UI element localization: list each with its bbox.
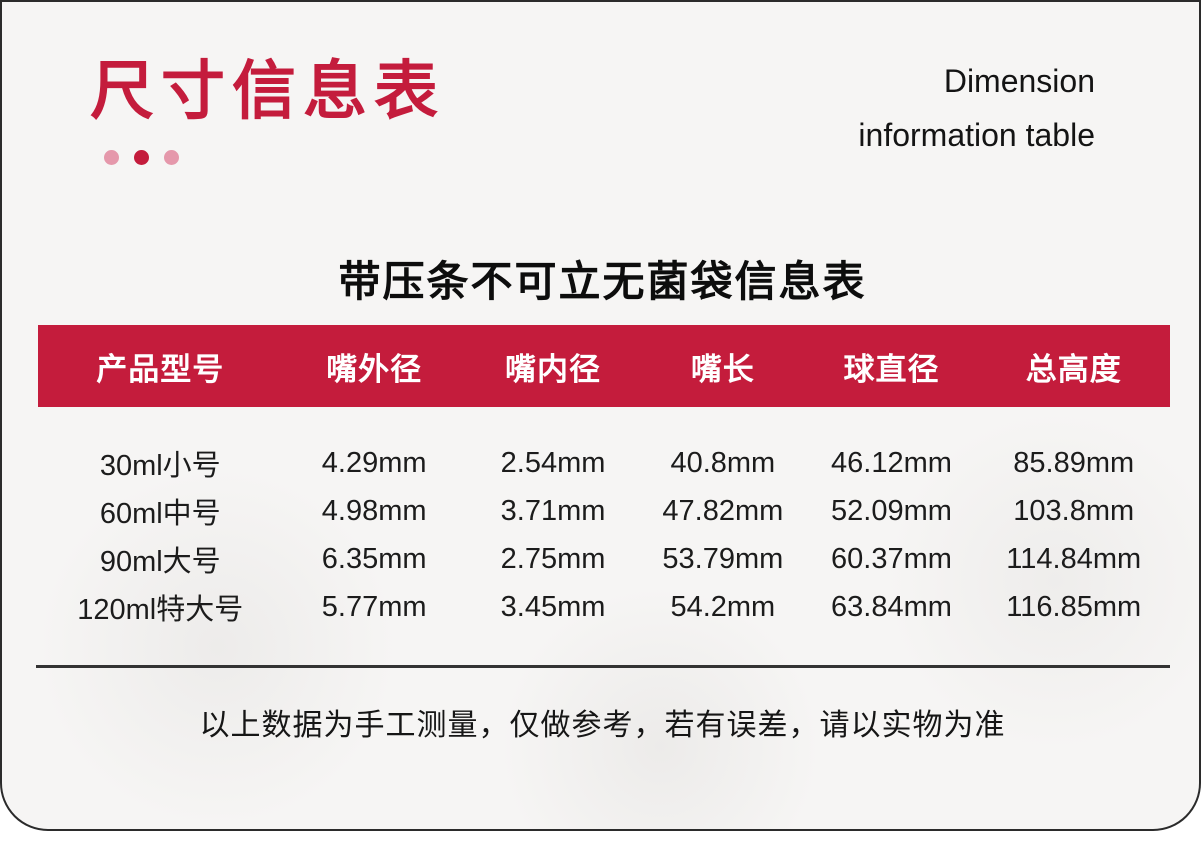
page-subtitle: Dimension information table: [858, 54, 1095, 162]
accent-dot-icon: [104, 150, 119, 165]
footer-divider: [36, 665, 1170, 668]
footer-disclaimer: 以上数据为手工测量，仅做参考，若有误差，请以实物为准: [199, 709, 1006, 742]
cell-mouth-length: 53.79mm: [662, 542, 784, 575]
subtitle-line-2: information table: [858, 117, 1095, 153]
cell-ball-diameter: 63.84mm: [831, 590, 952, 623]
cell-ball-diameter: 52.09mm: [831, 494, 952, 527]
table-header-row: 产品型号 嘴外径 嘴内径 嘴长 球直径 总高度: [38, 325, 1170, 407]
cell-mouth-inner-diameter: 3.71mm: [500, 494, 606, 527]
table-body: 30ml小号 4.29mm 2.54mm 40.8mm 46.12mm 85.8…: [38, 407, 1170, 631]
column-header-mouth-length: 嘴长: [690, 351, 755, 387]
table-row: 30ml小号 4.29mm 2.54mm 40.8mm 46.12mm 85.8…: [38, 439, 1170, 487]
column-header-mouth-outer-diameter: 嘴外径: [326, 351, 423, 387]
cell-mouth-outer-diameter: 4.98mm: [321, 494, 427, 527]
accent-dot-icon: [164, 150, 179, 165]
table-row: 60ml中号 4.98mm 3.71mm 47.82mm 52.09mm 103…: [38, 487, 1170, 535]
cell-product-model: 60ml中号: [99, 498, 221, 530]
table-title: 带压条不可立无菌袋信息表: [338, 258, 867, 305]
cell-product-model: 120ml特大号: [77, 594, 244, 626]
cell-mouth-outer-diameter: 4.29mm: [321, 446, 427, 479]
cell-ball-diameter: 60.37mm: [831, 542, 952, 575]
page-title: 尺寸信息表: [90, 55, 445, 127]
cell-mouth-inner-diameter: 2.75mm: [500, 542, 606, 575]
accent-dot-icon: [134, 150, 149, 165]
column-header-mouth-inner-diameter: 嘴内径: [505, 351, 602, 387]
cell-total-height: 114.84mm: [1006, 542, 1142, 575]
cell-total-height: 85.89mm: [1013, 446, 1135, 479]
cell-product-model: 30ml小号: [99, 450, 221, 482]
cell-mouth-length: 54.2mm: [670, 590, 776, 623]
accent-dots: [104, 150, 179, 165]
cell-mouth-length: 40.8mm: [670, 446, 776, 479]
cell-mouth-inner-diameter: 3.45mm: [500, 590, 606, 623]
cell-mouth-outer-diameter: 6.35mm: [321, 542, 427, 575]
subtitle-line-1: Dimension: [943, 63, 1095, 99]
cell-ball-diameter: 46.12mm: [831, 446, 952, 479]
cell-total-height: 116.85mm: [1006, 590, 1142, 623]
cell-product-model: 90ml大号: [99, 546, 221, 578]
cell-total-height: 103.8mm: [1013, 494, 1135, 527]
cell-mouth-inner-diameter: 2.54mm: [500, 446, 606, 479]
table-row: 90ml大号 6.35mm 2.75mm 53.79mm 60.37mm 114…: [38, 535, 1170, 583]
column-header-product-model: 产品型号: [96, 351, 225, 387]
cell-mouth-outer-diameter: 5.77mm: [321, 590, 427, 623]
dimension-info-card: 尺寸信息表 Dimension information table 带压条不可立…: [0, 0, 1201, 831]
column-header-total-height: 总高度: [1025, 351, 1122, 387]
cell-mouth-length: 47.82mm: [662, 494, 784, 527]
table-row: 120ml特大号 5.77mm 3.45mm 54.2mm 63.84mm 11…: [38, 583, 1170, 631]
column-header-ball-diameter: 球直径: [843, 351, 940, 387]
